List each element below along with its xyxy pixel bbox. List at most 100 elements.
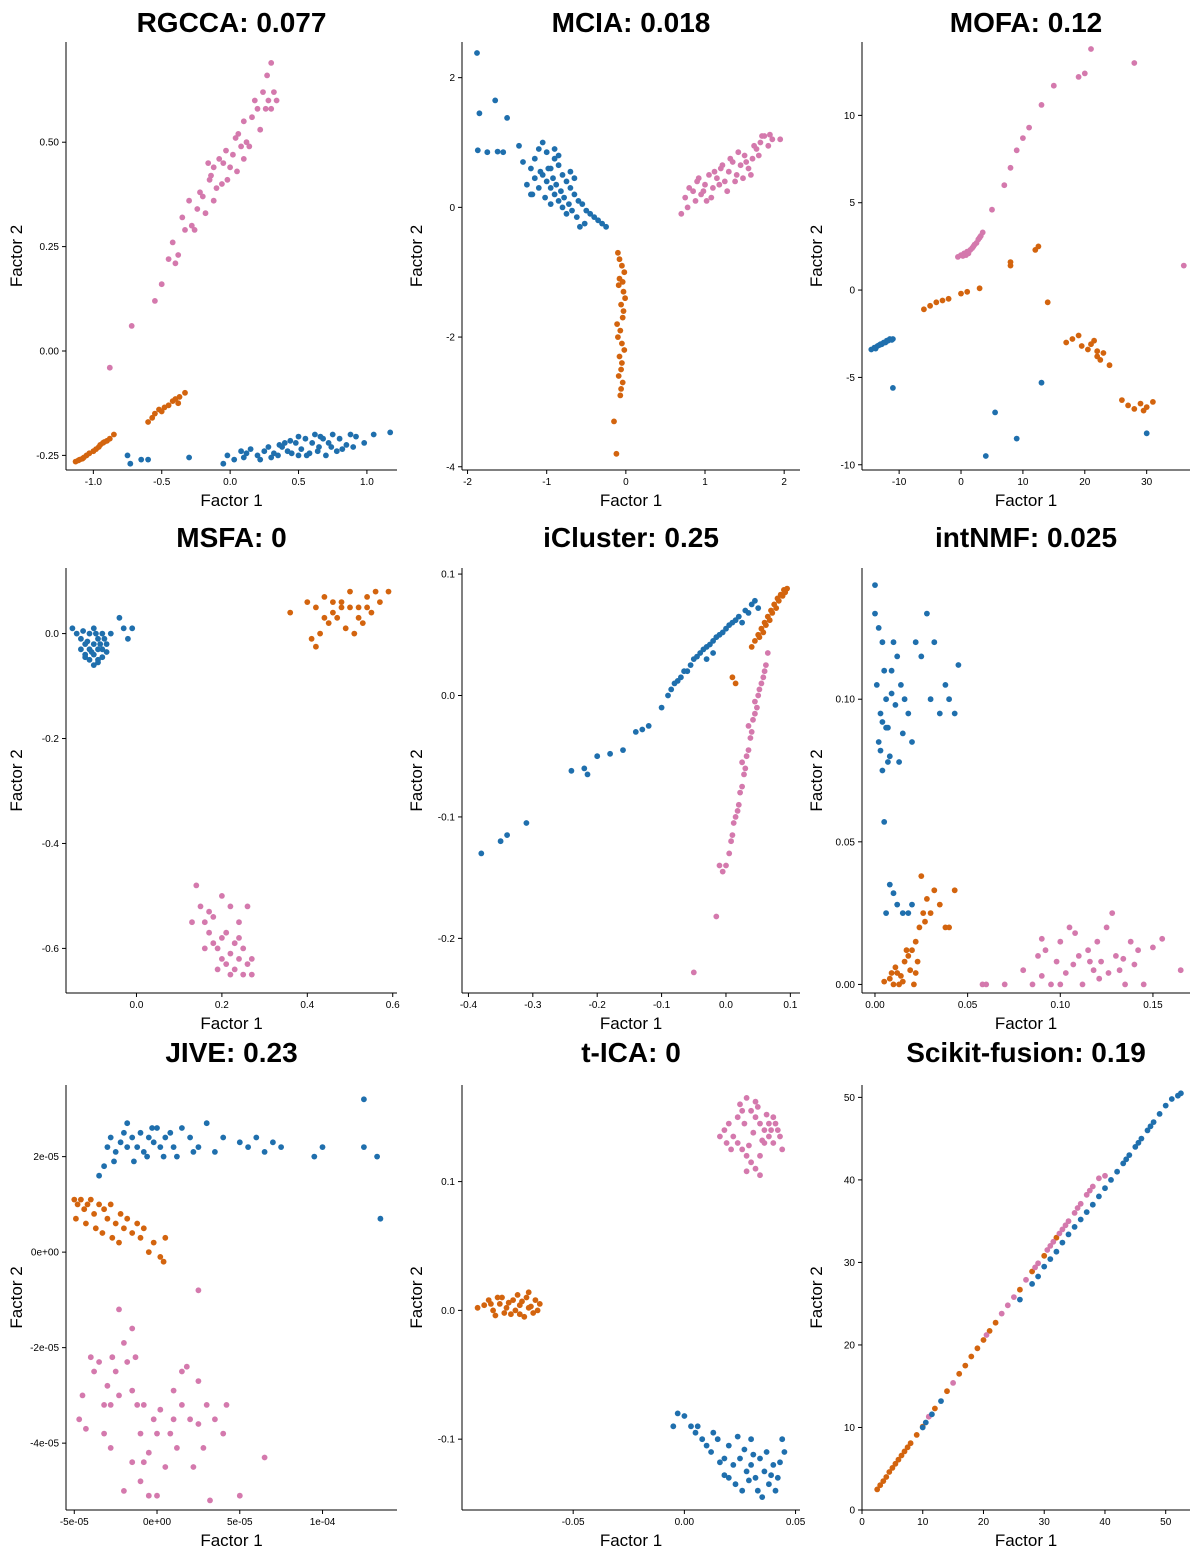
data-point-blue xyxy=(892,702,899,708)
data-point-pink xyxy=(745,723,752,729)
data-point-pink xyxy=(742,765,749,772)
data-point-pink xyxy=(202,210,209,217)
data-point-pink xyxy=(721,178,728,185)
data-point-orange xyxy=(160,1258,167,1265)
y-tick-label: 0.0 xyxy=(441,1306,455,1317)
data-point-orange xyxy=(140,1225,147,1232)
data-point-pink xyxy=(741,771,747,778)
data-point-blue xyxy=(901,696,908,703)
data-point-pink xyxy=(1074,1205,1081,1211)
data-point-orange xyxy=(619,360,625,366)
data-point-pink xyxy=(779,1146,786,1153)
data-point-pink xyxy=(76,1416,83,1423)
x-axis-label: Factor 1 xyxy=(600,1531,662,1546)
data-point-orange xyxy=(907,967,914,974)
data-point-blue xyxy=(492,97,499,104)
data-point-pink xyxy=(734,1114,741,1121)
data-point-pink xyxy=(193,882,200,889)
x-tick-label: 0.6 xyxy=(386,1000,400,1011)
data-point-orange xyxy=(962,1362,969,1369)
data-point-blue xyxy=(886,881,893,888)
data-point-orange xyxy=(129,1230,136,1236)
data-point-pink xyxy=(743,1095,750,1101)
data-point-blue xyxy=(124,1120,131,1127)
data-point-pink xyxy=(692,198,699,204)
data-point-blue xyxy=(687,662,694,668)
data-point-blue xyxy=(561,194,567,201)
data-point-orange xyxy=(317,630,323,637)
data-point-blue xyxy=(938,1398,944,1404)
data-point-pink xyxy=(737,789,743,796)
data-point-orange xyxy=(986,1328,993,1334)
scatter-panel: RGCCA: 0.077 -1.0 -0.5 0.0 0.5 1.0 -0.25 0.00 0.… xyxy=(7,7,397,510)
x-tick-label: -10 xyxy=(892,477,907,488)
data-point-blue xyxy=(909,901,915,908)
data-point-blue xyxy=(121,1129,127,1136)
data-point-orange xyxy=(924,896,930,902)
data-point-pink xyxy=(1035,1260,1041,1267)
data-point-pink xyxy=(743,1168,750,1175)
data-point-blue xyxy=(581,765,588,772)
data-point-blue xyxy=(292,440,299,446)
data-point-orange xyxy=(87,1196,94,1203)
data-point-pink xyxy=(748,172,754,178)
data-point-pink xyxy=(231,966,238,973)
data-point-blue xyxy=(129,625,136,632)
data-point-pink xyxy=(234,168,240,175)
data-point-pink xyxy=(1029,981,1036,988)
data-point-pink xyxy=(134,1402,141,1408)
x-tick-label: 0 xyxy=(958,477,964,488)
data-point-blue xyxy=(542,194,548,201)
y-tick-label: 0.1 xyxy=(441,1177,455,1188)
data-point-blue xyxy=(1123,1156,1130,1163)
y-axis-label: Factor 2 xyxy=(807,1266,826,1328)
data-point-blue xyxy=(772,1487,779,1494)
data-point-pink xyxy=(741,1120,748,1127)
data-point-orange xyxy=(748,644,755,650)
data-point-orange xyxy=(101,1206,107,1213)
data-point-orange xyxy=(927,302,933,309)
data-point-orange xyxy=(939,297,946,304)
x-tick-label: 0.15 xyxy=(1143,1000,1163,1011)
data-point-blue xyxy=(287,437,294,444)
x-tick-label: -5e-05 xyxy=(60,1517,89,1528)
data-point-orange xyxy=(732,680,739,687)
data-point-pink xyxy=(1075,74,1082,80)
data-point-blue xyxy=(261,1149,268,1155)
data-point-pink xyxy=(1062,970,1069,976)
data-point-blue xyxy=(553,181,560,188)
x-tick-label: 30 xyxy=(1141,477,1153,488)
data-point-orange xyxy=(501,1310,508,1316)
y-tick-label: 0 xyxy=(849,1506,855,1517)
data-point-orange xyxy=(525,1304,532,1311)
data-point-blue xyxy=(319,1144,326,1150)
data-point-pink xyxy=(248,956,255,962)
data-point-pink xyxy=(706,172,712,178)
data-point-blue xyxy=(329,431,336,438)
data-point-pink xyxy=(1087,958,1093,965)
data-point-blue xyxy=(929,1411,935,1418)
data-point-pink xyxy=(1020,135,1026,142)
data-point-blue xyxy=(883,910,889,916)
data-point-orange xyxy=(355,614,362,621)
data-point-pink xyxy=(770,1114,777,1121)
data-point-orange xyxy=(886,975,893,982)
data-point-pink xyxy=(230,151,236,158)
data-point-blue xyxy=(748,1436,754,1443)
data-point-blue xyxy=(707,641,713,648)
data-point-blue xyxy=(361,440,368,446)
data-point-blue xyxy=(681,668,687,675)
data-point-blue xyxy=(713,634,720,641)
x-tick-label: 50 xyxy=(1160,1517,1172,1528)
data-point-blue xyxy=(571,191,578,198)
data-point-orange xyxy=(492,1312,499,1319)
data-point-blue xyxy=(336,435,343,442)
data-point-pink xyxy=(200,1445,207,1451)
y-tick-label: 0.50 xyxy=(40,138,60,149)
y-tick-label: 20 xyxy=(844,1340,856,1351)
data-point-orange xyxy=(619,262,625,269)
data-point-blue xyxy=(243,450,250,457)
data-point-blue xyxy=(946,696,952,703)
data-point-orange xyxy=(956,1370,963,1377)
data-point-pink xyxy=(212,1416,218,1423)
